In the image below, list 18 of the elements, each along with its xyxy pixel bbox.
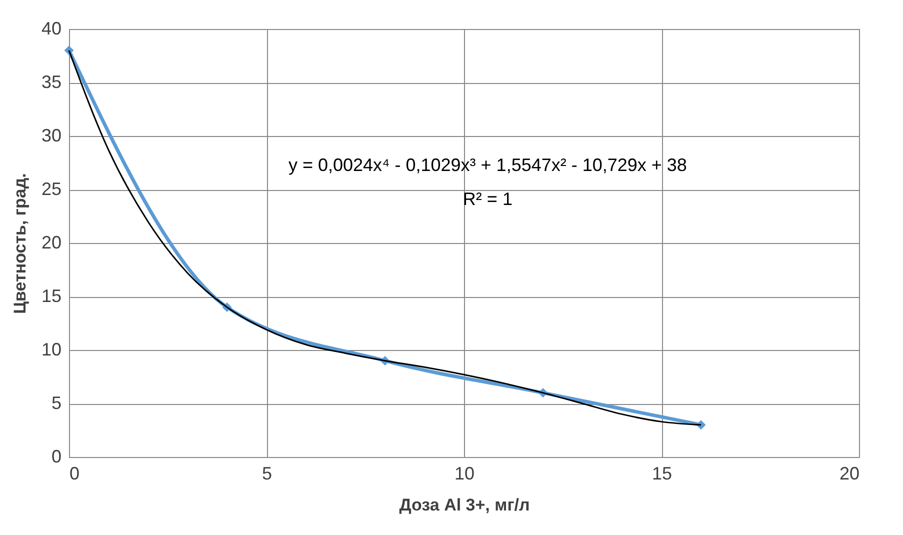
annotation: y = 0,0024x⁴ - 0,1029x³ + 1,5547x² - 10,729x + 38 [288,154,687,175]
x-tick-label: 15 [652,464,672,484]
y-tick-label: 30 [41,126,62,146]
y-tick-label: 20 [41,232,62,252]
y-tick-label: 0 [51,446,62,466]
y-tick-label: 35 [41,72,62,92]
y-tick-label: 25 [41,179,62,199]
x-tick-label: 10 [454,464,475,484]
annotation: R² = 1 [462,189,512,210]
x-axis-title: Доза Al 3+, мг/л [399,496,530,514]
x-tick-label: 0 [70,464,80,484]
y-tick-label: 10 [41,340,62,360]
y-axis-title: Цветность, град. [10,173,30,314]
x-tick-label: 5 [262,464,272,484]
y-tick-label: 5 [51,393,62,413]
y-tick-label: 40 [41,18,62,38]
y-tick-label: 15 [41,286,62,306]
x-tick-label: 20 [839,464,860,484]
